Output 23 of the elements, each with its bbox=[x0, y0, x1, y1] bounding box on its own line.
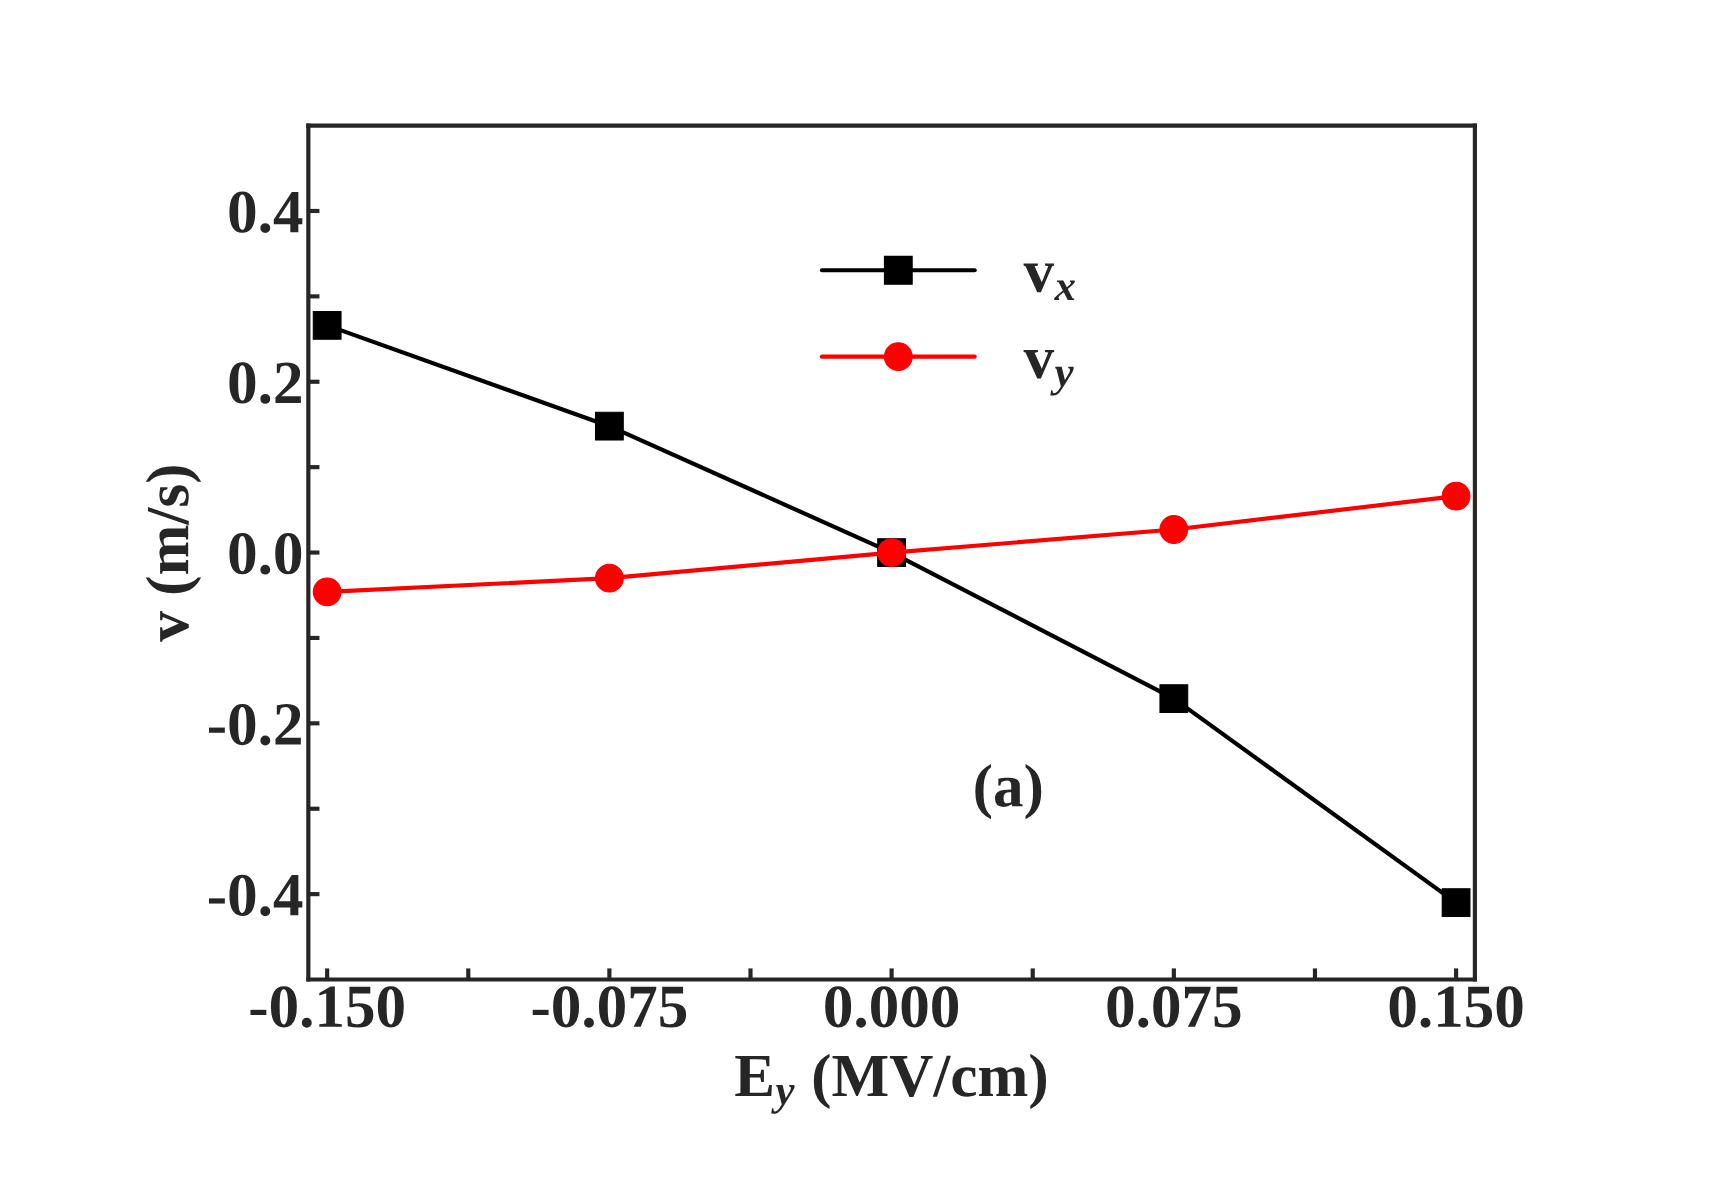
annotation: (a) bbox=[975, 763, 1042, 820]
point bbox=[1441, 888, 1471, 918]
point bbox=[1441, 481, 1471, 511]
y-tick-label: -0.4 bbox=[208, 874, 303, 917]
point bbox=[312, 577, 342, 607]
legend-label: v$_{x}$ bbox=[1023, 263, 1075, 301]
y-axis-title: v (m/s) bbox=[145, 466, 202, 642]
y-tick-label: -0.2 bbox=[208, 703, 301, 746]
y-tick-label: 0.0 bbox=[229, 533, 302, 575]
x-axis-title: E$_{y}$ (MV/cm) bbox=[735, 1053, 1047, 1114]
point bbox=[1159, 515, 1189, 544]
point bbox=[594, 563, 624, 593]
y-tick-label: 0.2 bbox=[229, 362, 301, 404]
point bbox=[312, 310, 342, 340]
legend-label: v$_{y}$ bbox=[1023, 349, 1074, 396]
x-tick-label: -0.150 bbox=[250, 986, 404, 1028]
y-tick-label: 0.4 bbox=[229, 191, 303, 234]
point bbox=[1159, 684, 1189, 713]
x-tick-label: -0.075 bbox=[532, 986, 687, 1028]
x-tick-label: 0.150 bbox=[1389, 986, 1523, 1028]
x-tick-label: 0.000 bbox=[825, 986, 959, 1028]
x-tick-label: 0.075 bbox=[1107, 986, 1241, 1028]
point bbox=[594, 411, 624, 441]
